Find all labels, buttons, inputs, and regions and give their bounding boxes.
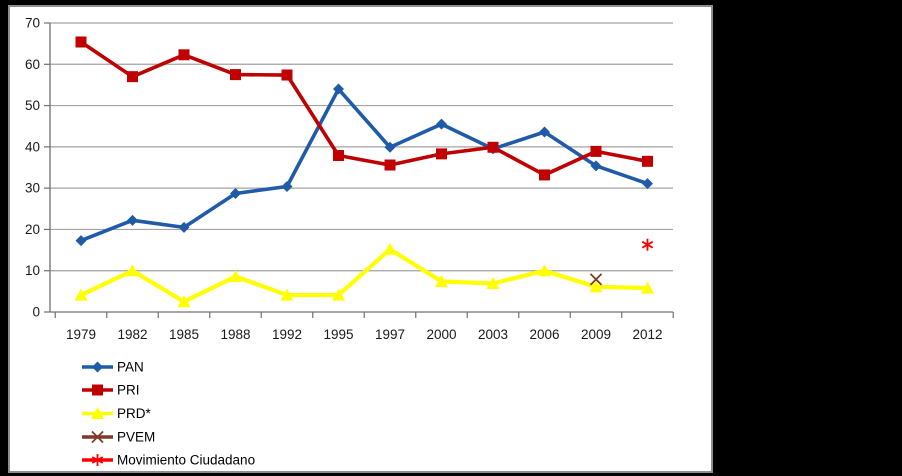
series-pri-line bbox=[79, 40, 650, 177]
series-pan-marker-1992 bbox=[281, 180, 293, 192]
x-tick-label-1982: 1982 bbox=[117, 327, 147, 342]
y-tick-label-20: 20 bbox=[25, 222, 40, 237]
x-tick-label-1997: 1997 bbox=[375, 327, 405, 342]
y-tick-label-60: 60 bbox=[25, 57, 40, 72]
series-prd-marker-1992 bbox=[280, 288, 294, 301]
legend-marker-pan bbox=[92, 361, 103, 373]
series-pri-marker-1992 bbox=[281, 69, 293, 81]
series-pri-marker-1979 bbox=[75, 36, 87, 48]
series-pri-marker-1982 bbox=[127, 71, 138, 83]
series-prd-marker-2003 bbox=[486, 277, 500, 290]
series-pan-marker-2000 bbox=[436, 118, 447, 130]
legend-label-movimiento-ciudadano: Movimiento Ciudadano bbox=[117, 453, 255, 468]
series-prd-marker-1979 bbox=[74, 288, 88, 301]
x-tick-label-1985: 1985 bbox=[169, 327, 199, 342]
series-pri-marker-1985 bbox=[178, 49, 190, 61]
y-tick-label-70: 70 bbox=[25, 16, 40, 31]
legend-marker-prd bbox=[91, 407, 104, 420]
legend-marker-pvem bbox=[91, 430, 104, 444]
series-pri-marker-1995 bbox=[333, 150, 344, 162]
series-prd-marker-2012 bbox=[641, 281, 654, 294]
series-pri-marker-2000 bbox=[436, 148, 447, 160]
y-tick-label-50: 50 bbox=[25, 98, 40, 113]
x-tick-label-2006: 2006 bbox=[529, 327, 559, 342]
legend-marker-pri bbox=[92, 384, 103, 396]
series-pvem-marker-2009 bbox=[589, 273, 603, 286]
series-prd-marker-2000 bbox=[435, 274, 448, 287]
legend-label-pvem: PVEM bbox=[117, 430, 155, 445]
series-pri-marker-2003 bbox=[487, 141, 499, 153]
y-tick-label-40: 40 bbox=[25, 139, 40, 154]
series-pri-marker-1988 bbox=[230, 69, 241, 81]
legend-label-prd: PRD* bbox=[117, 406, 152, 421]
series-prd-marker-1985 bbox=[177, 295, 191, 308]
x-tick-label-1995: 1995 bbox=[323, 327, 353, 342]
chart-object: 0 10 20 30 40 50 60 70 1979 1982 1985 1988 1992 1995 1… bbox=[8, 5, 713, 473]
series-prd-line bbox=[78, 247, 650, 304]
series-prd-marker-1997 bbox=[383, 242, 397, 255]
series-prd-marker-1982 bbox=[126, 264, 139, 277]
legend-marker-movimiento-ciudadano bbox=[91, 454, 104, 466]
series-prd-marker-2009 bbox=[589, 280, 603, 293]
series-prd-marker-1995 bbox=[332, 288, 345, 301]
series-pan-marker-2006 bbox=[539, 126, 550, 138]
series-pan-marker-1995 bbox=[333, 83, 344, 95]
y-tick-label-30: 30 bbox=[25, 181, 40, 196]
series-pan-marker-1982 bbox=[127, 214, 138, 226]
series-prd-marker-2006 bbox=[538, 264, 551, 277]
legend-label-pri: PRI bbox=[117, 383, 140, 398]
series-pri-marker-2009 bbox=[590, 145, 602, 157]
series-pan-marker-2009 bbox=[590, 160, 602, 172]
series-pan-marker-2012 bbox=[642, 178, 653, 190]
x-tick-label-2009: 2009 bbox=[581, 327, 611, 342]
series-pan-line bbox=[79, 87, 650, 243]
series-pan-marker-1985 bbox=[178, 221, 190, 233]
x-tick-label-1992: 1992 bbox=[272, 327, 302, 342]
x-tick-label-2000: 2000 bbox=[426, 327, 456, 342]
x-tick-label-2003: 2003 bbox=[478, 327, 508, 342]
series-pri-marker-2012 bbox=[642, 155, 653, 167]
series-movimiento-ciudadano-marker-2012 bbox=[641, 238, 654, 251]
series-pan-marker-1988 bbox=[230, 188, 241, 200]
legend-label-pan: PAN bbox=[117, 360, 144, 375]
line-chart: 0 10 20 30 40 50 60 70 1979 1982 1985 1988 1992 1995 1… bbox=[25, 16, 674, 468]
series-pan-marker-1997 bbox=[384, 141, 396, 153]
y-tick-label-10: 10 bbox=[25, 263, 40, 278]
x-tick-label-1979: 1979 bbox=[66, 327, 96, 342]
x-tick-label-2012: 2012 bbox=[632, 327, 662, 342]
series-pri-marker-1997 bbox=[384, 159, 396, 171]
x-tick-label-1988: 1988 bbox=[220, 327, 250, 342]
y-tick-label-0: 0 bbox=[32, 305, 40, 320]
series-pri-marker-2006 bbox=[539, 169, 550, 181]
series-prd-marker-1988 bbox=[229, 269, 242, 283]
series-pan-marker-1979 bbox=[75, 235, 87, 247]
